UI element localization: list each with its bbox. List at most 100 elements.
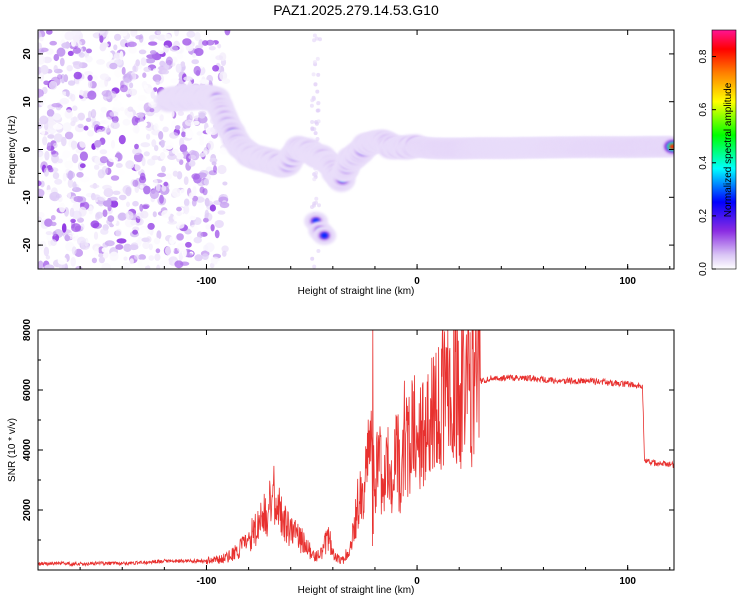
heatmap-noise-blob — [117, 212, 127, 221]
heatmap-noise-blob — [206, 39, 215, 46]
heatmap-noise-blob — [44, 150, 50, 161]
heatmap-noise-blob — [189, 215, 197, 221]
heatmap-noise-blob — [134, 143, 139, 150]
snr-ytick-label: 4000 — [22, 438, 33, 461]
heatmap-noise-blob — [70, 120, 76, 127]
heatmap-noise-blob — [52, 231, 57, 237]
heatmap-noise-blob — [143, 185, 151, 195]
heatmap-noise-blob — [167, 220, 178, 225]
heatmap-noise-blob — [67, 178, 74, 188]
heatmap-noise-blob — [50, 215, 56, 221]
heatmap-noise-blob — [38, 42, 42, 52]
heatmap-noise-blob — [137, 103, 144, 110]
heatmap-noise-blob — [71, 153, 79, 164]
heatmap-noise-blob — [114, 33, 122, 41]
heatmap-noise-blob — [96, 129, 103, 135]
spectrogram-ylabel: Frequency (Hz) — [7, 116, 18, 185]
heatmap-noise-blob — [46, 142, 52, 151]
heatmap-noise-blob — [192, 186, 197, 196]
heatmap-noise-blob — [317, 203, 321, 208]
heatmap-noise-blob — [176, 233, 184, 241]
heatmap-noise-blob — [138, 254, 147, 261]
heatmap-noise-blob — [149, 50, 157, 55]
heatmap-noise-blob — [72, 47, 81, 54]
heatmap-noise-blob — [179, 144, 188, 153]
heatmap-noise-blob — [88, 205, 94, 215]
heatmap-noise-blob — [87, 90, 97, 100]
heatmap-noise-blob — [158, 131, 164, 140]
heatmap-noise-blob — [134, 254, 140, 260]
heatmap-noise-blob — [95, 211, 103, 219]
heatmap-noise-blob — [50, 239, 57, 247]
heatmap-noise-blob — [127, 106, 134, 112]
heatmap-noise-blob — [129, 88, 138, 96]
heatmap-noise-blob — [126, 110, 134, 119]
heatmap-noise-blob — [61, 223, 67, 233]
heatmap-noise-blob — [171, 188, 182, 198]
heatmap-noise-blob — [186, 30, 196, 38]
heatmap-noise-blob — [85, 117, 92, 123]
heatmap-noise-blob — [152, 211, 157, 218]
heatmap-noise-blob — [107, 215, 115, 223]
heatmap-noise-blob — [188, 154, 197, 160]
heatmap-noise-blob — [136, 113, 145, 119]
heatmap-noise-blob — [140, 227, 148, 235]
heatmap-noise-blob — [164, 259, 170, 266]
heatmap-noise-blob — [61, 42, 71, 49]
heatmap-noise-blob — [179, 189, 186, 196]
heatmap-noise-blob — [98, 256, 105, 264]
heatmap-noise-blob — [104, 240, 115, 247]
heatmap-noise-blob — [137, 121, 148, 128]
heatmap-noise-blob — [132, 125, 140, 134]
heatmap-noise-blob — [121, 66, 126, 75]
heatmap-noise-blob — [44, 121, 49, 131]
heatmap-noise-blob — [148, 255, 155, 261]
heatmap-noise-blob — [159, 152, 166, 160]
heatmap-noise-blob — [131, 115, 139, 126]
heatmap-noise-blob — [189, 111, 194, 120]
heatmap-noise-blob — [77, 236, 86, 246]
heatmap-noise-blob — [109, 251, 119, 262]
heatmap-noise-blob — [214, 229, 220, 239]
heatmap-noise-blob — [153, 237, 161, 245]
spectrogram-ytick-label: 10 — [22, 96, 33, 108]
heatmap-noise-blob — [64, 234, 70, 242]
heatmap-noise-blob — [134, 162, 143, 172]
heatmap-noise-blob — [111, 115, 119, 124]
heatmap-noise-blob — [139, 184, 144, 189]
colorbar-gradient — [712, 30, 736, 269]
heatmap-noise-blob — [188, 160, 196, 167]
heatmap-noise-blob — [129, 244, 139, 251]
heatmap-noise-blob — [43, 80, 50, 86]
heatmap-noise-blob — [155, 248, 161, 254]
heatmap-noise-blob — [179, 261, 190, 266]
heatmap-noise-blob — [115, 163, 123, 168]
heatmap-noise-blob — [219, 71, 228, 81]
heatmap-noise-blob — [38, 96, 46, 107]
heatmap-noise-blob — [62, 172, 67, 182]
heatmap-noise-blob — [115, 169, 126, 176]
heatmap-noise-blob — [53, 65, 58, 72]
colorbar: 0.0 0.2 0.4 0.6 0.8 Normalized spectral ampl… — [698, 29, 737, 276]
heatmap-noise-blob — [46, 109, 55, 117]
heatmap-noise-blob — [78, 52, 85, 58]
heatmap-noise-blob — [215, 55, 224, 61]
heatmap-noise-blob — [191, 173, 200, 180]
heatmap-noise-blob — [165, 56, 173, 66]
heatmap-noise-blob — [47, 134, 55, 139]
heatmap-noise-blob — [318, 37, 322, 42]
snr-ytick-label: 2000 — [22, 498, 33, 521]
heatmap-noise-blob — [199, 79, 210, 85]
heatmap-noise-blob — [151, 155, 159, 161]
heatmap-noise-blob — [217, 210, 226, 215]
heatmap-noise-blob — [145, 218, 152, 224]
heatmap-noise-blob — [137, 236, 143, 245]
heatmap-noise-blob — [199, 152, 206, 158]
heatmap-noise-blob — [316, 101, 321, 105]
heatmap-noise-blob — [48, 80, 58, 90]
heatmap-noise-blob — [148, 101, 158, 108]
heatmap-noise-blob — [312, 177, 317, 182]
heatmap-noise-blob — [167, 153, 177, 160]
heatmap-noise-blob — [190, 224, 198, 232]
heatmap-noise-blob — [161, 165, 166, 173]
